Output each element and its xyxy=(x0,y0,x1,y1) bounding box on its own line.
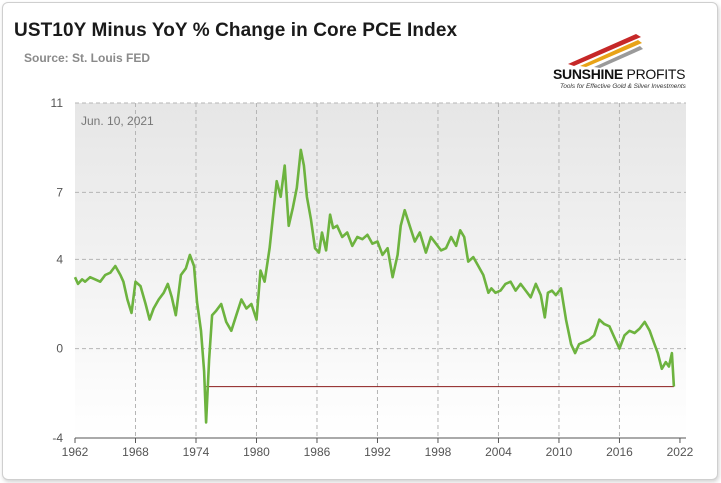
x-tick-label: 1992 xyxy=(364,445,391,459)
logo-brand-name: SUNSHINE PROFITS xyxy=(553,66,685,82)
y-tick-label: 11 xyxy=(51,96,64,110)
x-tick-label: 2004 xyxy=(485,445,512,459)
x-tick-label: 2016 xyxy=(606,445,633,459)
chart-title: UST10Y Minus YoY % Change in Core PCE In… xyxy=(14,20,458,41)
x-tick-label: 1962 xyxy=(62,445,89,459)
y-tick-label: -4 xyxy=(52,431,63,445)
x-tick-label: 1986 xyxy=(304,445,331,459)
logo-tagline: Tools for Effective Gold & Silver Invest… xyxy=(560,83,686,90)
logo-ray-gold xyxy=(580,40,642,67)
date-annotation: Jun. 10, 2021 xyxy=(81,114,154,128)
series-line xyxy=(73,148,676,424)
y-tick-label: 7 xyxy=(56,185,63,199)
logo-brand: SUNSHINE xyxy=(553,66,623,82)
y-axis: -4 0 4 7 11 xyxy=(51,96,64,445)
logo-brand-light: PROFITS xyxy=(626,66,686,82)
x-tick-label: 2010 xyxy=(546,445,573,459)
sunshine-profits-logo xyxy=(568,34,643,68)
x-tick-label: 2022 xyxy=(667,445,694,459)
logo-ray-grey xyxy=(594,46,643,68)
y-tick-label: 4 xyxy=(56,252,63,266)
chart-source: Source: St. Louis FED xyxy=(24,51,151,65)
x-tick-label: 1998 xyxy=(425,445,452,459)
x-tick-label: 1974 xyxy=(183,445,210,459)
y-tick-label: 0 xyxy=(56,342,63,356)
x-tick-label: 1980 xyxy=(243,445,270,459)
x-axis: 1962 1968 1974 1980 1986 1992 1998 2004 2010 2016… xyxy=(62,437,694,459)
plot-area xyxy=(75,103,686,438)
x-tick-label: 1968 xyxy=(122,445,149,459)
grid-lines xyxy=(75,102,686,438)
logo-ray-red xyxy=(568,34,641,66)
